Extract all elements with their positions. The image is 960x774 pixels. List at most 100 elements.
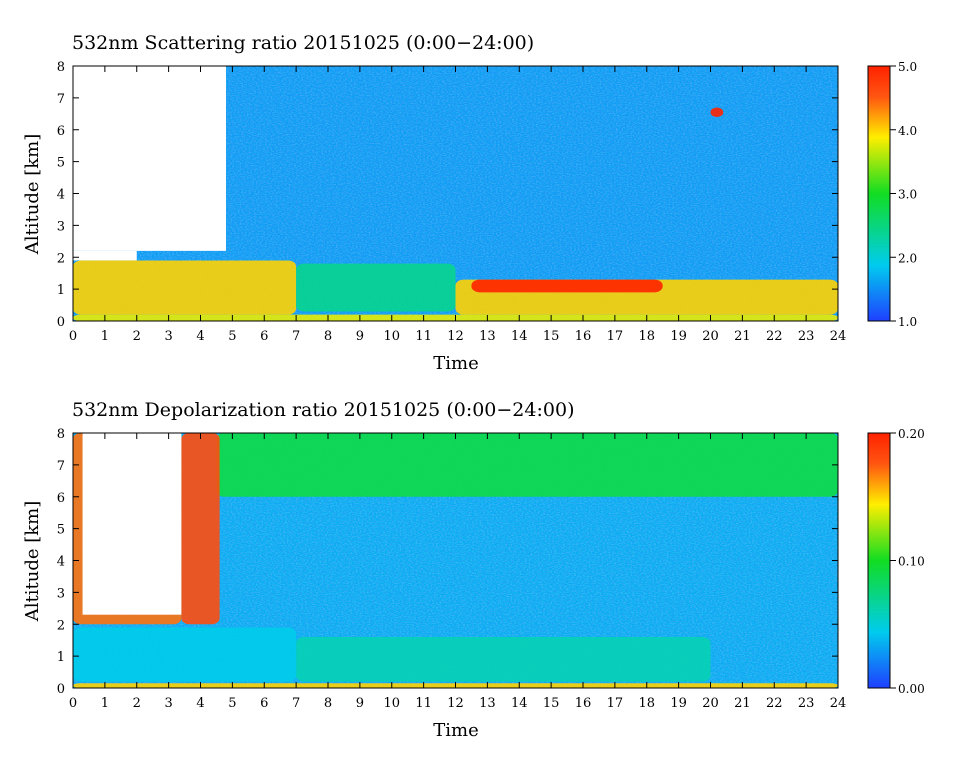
x-tick-label: 13 xyxy=(479,696,496,711)
y-tick-label: 2 xyxy=(57,618,65,633)
x-tick-label: 0 xyxy=(69,696,77,711)
x-tick-label: 24 xyxy=(830,696,847,711)
chart-title: 532nm Depolarization ratio 20151025 (0:0… xyxy=(72,399,574,421)
y-tick-label: 2 xyxy=(57,251,65,266)
x-axis-label: Time xyxy=(433,720,478,741)
no-data-region xyxy=(73,66,226,251)
x-tick-label: 5 xyxy=(228,329,236,344)
y-tick-label: 0 xyxy=(57,315,65,330)
y-tick-label: 1 xyxy=(57,283,65,298)
x-tick-label: 22 xyxy=(766,329,783,344)
x-tick-label: 14 xyxy=(511,696,528,711)
x-tick-label: 23 xyxy=(798,329,815,344)
x-tick-label: 14 xyxy=(511,329,528,344)
x-tick-label: 1 xyxy=(101,329,109,344)
colorbar-ticks: 1.0 2.0 3.0 4.0 5.0 xyxy=(890,60,917,329)
x-tick-label: 21 xyxy=(734,696,751,711)
colorbar-tick-label: 2.0 xyxy=(898,251,917,265)
x-tick-label: 23 xyxy=(798,696,815,711)
y-tick-label: 8 xyxy=(57,60,65,75)
colorbar-tick-label: 3.0 xyxy=(898,188,917,202)
x-tick-label: 9 xyxy=(356,329,364,344)
x-tick-label: 11 xyxy=(415,696,432,711)
heatmap-area xyxy=(73,433,838,688)
scattering-panel: 532nm Scattering ratio 20151025 (0:00−24… xyxy=(22,32,917,374)
x-tick-label: 19 xyxy=(670,696,687,711)
y-tick-label: 0 xyxy=(57,682,65,697)
y-tick-label: 3 xyxy=(57,219,65,234)
y-tick-label: 4 xyxy=(57,555,65,570)
y-tick-label: 5 xyxy=(57,523,65,538)
heatmap-feature xyxy=(73,627,297,682)
colorbar-gradient xyxy=(867,432,891,689)
y-axis-label: Altitude [km] xyxy=(22,134,43,256)
heatmap-feature xyxy=(710,107,724,117)
x-tick-label: 15 xyxy=(543,329,560,344)
heatmap-feature xyxy=(73,260,297,315)
x-tick-label: 10 xyxy=(383,696,400,711)
x-tick-label: 22 xyxy=(766,696,783,711)
heatmap-feature xyxy=(216,433,838,497)
x-tick-label: 3 xyxy=(164,329,172,344)
colorbar: 0.00 0.10 0.20 xyxy=(867,427,925,696)
x-tick-label: 4 xyxy=(196,696,204,711)
x-tick-label: 24 xyxy=(830,329,847,344)
colorbar: 1.0 2.0 3.0 4.0 5.0 xyxy=(867,60,917,329)
x-tick-label: 6 xyxy=(260,696,268,711)
x-tick-label: 2 xyxy=(133,329,141,344)
x-tick-label: 16 xyxy=(575,696,592,711)
depolarization-panel: 532nm Depolarization ratio 20151025 (0:0… xyxy=(22,399,925,741)
axis-ticks: 0 1 2 3 4 5 6 7 8 9 10 11 12 13 14 15 16 17 18 19 20 21 22 23 24… xyxy=(57,60,847,344)
colorbar-tick-label: 0.00 xyxy=(898,682,925,696)
chart-title: 532nm Scattering ratio 20151025 (0:00−24… xyxy=(72,32,534,54)
x-tick-label: 12 xyxy=(447,329,464,344)
x-tick-label: 21 xyxy=(734,329,751,344)
x-tick-label: 20 xyxy=(702,329,719,344)
x-tick-label: 7 xyxy=(292,696,300,711)
x-tick-label: 7 xyxy=(292,329,300,344)
y-tick-label: 6 xyxy=(57,124,65,139)
y-tick-label: 7 xyxy=(57,459,65,474)
x-axis-label: Time xyxy=(433,353,478,374)
x-tick-label: 16 xyxy=(575,329,592,344)
colorbar-gradient xyxy=(867,65,891,322)
x-tick-label: 5 xyxy=(228,696,236,711)
x-tick-label: 18 xyxy=(638,696,655,711)
y-tick-label: 8 xyxy=(57,427,65,442)
x-tick-label: 8 xyxy=(324,696,332,711)
x-tick-label: 0 xyxy=(69,329,77,344)
colorbar-tick-label: 0.10 xyxy=(898,555,925,569)
x-tick-label: 9 xyxy=(356,696,364,711)
x-tick-label: 2 xyxy=(133,696,141,711)
x-tick-label: 13 xyxy=(479,329,496,344)
x-tick-label: 12 xyxy=(447,696,464,711)
x-tick-label: 4 xyxy=(196,329,204,344)
x-tick-label: 6 xyxy=(260,329,268,344)
x-tick-label: 1 xyxy=(101,696,109,711)
y-axis-label: Altitude [km] xyxy=(22,501,43,623)
y-tick-label: 4 xyxy=(57,188,65,203)
axis-ticks: 0 1 2 3 4 5 6 7 8 9 10 11 12 13 14 15 16 17 18 19 20 21 22 23 24… xyxy=(57,427,847,711)
y-tick-label: 5 xyxy=(57,156,65,171)
heatmap-feature xyxy=(471,279,663,293)
x-tick-label: 8 xyxy=(324,329,332,344)
colorbar-tick-label: 0.20 xyxy=(898,427,925,441)
no-data-region xyxy=(73,250,137,261)
colorbar-tick-label: 4.0 xyxy=(898,124,917,138)
y-tick-label: 7 xyxy=(57,92,65,107)
x-tick-label: 3 xyxy=(164,696,172,711)
x-tick-label: 18 xyxy=(638,329,655,344)
y-tick-label: 1 xyxy=(57,650,65,665)
colorbar-tick-label: 5.0 xyxy=(898,60,917,74)
colorbar-ticks: 0.00 0.10 0.20 xyxy=(890,427,925,696)
x-tick-label: 17 xyxy=(607,696,624,711)
x-tick-label: 15 xyxy=(543,696,560,711)
heatmap-area xyxy=(73,66,838,321)
heatmap-feature xyxy=(296,263,456,312)
x-tick-label: 11 xyxy=(415,329,432,344)
y-tick-label: 6 xyxy=(57,491,65,506)
x-tick-label: 17 xyxy=(607,329,624,344)
y-tick-label: 3 xyxy=(57,586,65,601)
no-data-region xyxy=(82,433,182,615)
